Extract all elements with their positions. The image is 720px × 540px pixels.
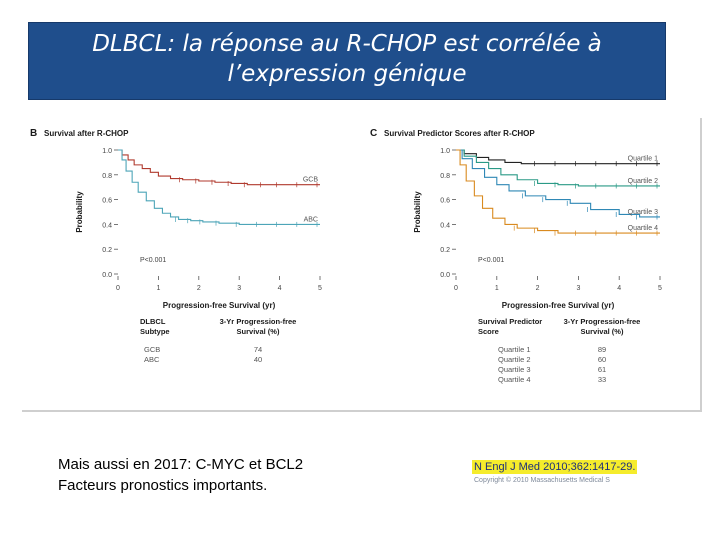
- p1-panel-letter: B: [30, 128, 37, 139]
- p1-ytick-label: 0.6: [102, 198, 112, 205]
- figure-panel: B Survival after R-CHOP Probability 0.0 0.2 0…: [22, 118, 702, 412]
- p1-table-header-col1: Subtype: [140, 327, 170, 336]
- copyright-notice: Copyright © 2010 Massachusetts Medical S: [474, 477, 610, 484]
- p2-xtick-label: 2: [536, 285, 540, 292]
- p1-series-line-1: [118, 149, 320, 186]
- p2-xtick-label: 5: [658, 285, 662, 292]
- p2-series-label-4: Quartile 4: [628, 225, 658, 232]
- p2-xtick-label: 4: [617, 285, 621, 292]
- p1-series-line-2: [118, 149, 320, 225]
- p2-series-line-2: [456, 149, 660, 187]
- p1-table-header-col1: DLBCL: [140, 317, 166, 326]
- p1-xlabel: Progression-free Survival (yr): [163, 301, 276, 310]
- p1-ytick-label: 0.8: [102, 173, 112, 180]
- p2-table-row-value: 60: [598, 355, 606, 364]
- title-line-2: l’expression génique: [227, 61, 467, 87]
- p2-table-header-col2: 3-Yr Progression-free: [564, 317, 641, 326]
- slide-title: DLBCL: la réponse au R-CHOP est corrélée…: [29, 29, 665, 89]
- p1-table-header-col2: 3-Yr Progression-free: [220, 317, 297, 326]
- caption-line-1: Mais aussi en 2017: C-MYC et BCL2: [58, 456, 304, 473]
- p2-table-row-name: Quartile 1: [498, 345, 531, 354]
- p2-ytick-label: 0.0: [440, 272, 450, 279]
- caption: Mais aussi en 2017: C-MYC et BCL2 Facteu…: [58, 454, 303, 496]
- p2-table-row-value: 33: [598, 375, 606, 384]
- p2-xlabel: Progression-free Survival (yr): [502, 301, 615, 310]
- p1-table-row-value: 40: [254, 355, 262, 364]
- citation: N Engl J Med 2010;362:1417-29.: [472, 460, 638, 474]
- p2-xtick-label: 3: [576, 285, 580, 292]
- p1-xtick-label: 3: [237, 285, 241, 292]
- title-banner: DLBCL: la réponse au R-CHOP est corrélée…: [28, 22, 666, 100]
- p2-series-line-4: [456, 149, 660, 234]
- p1-table-row-value: 74: [254, 345, 262, 354]
- p1-ytick-label: 1.0: [102, 148, 112, 155]
- p1-table-row-name: ABC: [144, 355, 160, 364]
- p2-series-label-2: Quartile 2: [628, 178, 658, 185]
- p2-ytick-label: 0.8: [440, 173, 450, 180]
- p1-p-value: P<0.001: [140, 257, 166, 264]
- p2-table-row-name: Quartile 4: [498, 375, 531, 384]
- p1-xtick-label: 2: [197, 285, 201, 292]
- p1-ytick-label: 0.2: [102, 247, 112, 254]
- p2-table-header-col1: Survival Predictor: [478, 317, 542, 326]
- p1-xtick-label: 4: [278, 285, 282, 292]
- p1-table-header-col2: Survival (%): [237, 327, 280, 336]
- p2-table-row-name: Quartile 3: [498, 365, 531, 374]
- p1-table-row-name: GCB: [144, 345, 160, 354]
- p1-ylabel: Probability: [75, 191, 84, 233]
- p2-ytick-label: 0.4: [440, 222, 450, 229]
- title-line-1: DLBCL: la réponse au R-CHOP est corrélée…: [92, 31, 602, 57]
- p1-series-label-2: ABC: [304, 216, 318, 223]
- p2-xtick-label: 1: [495, 285, 499, 292]
- p1-xtick-label: 1: [156, 285, 160, 292]
- p1-chart-title: Survival after R-CHOP: [44, 129, 129, 138]
- p2-ytick-label: 1.0: [440, 148, 450, 155]
- p2-panel-letter: C: [370, 128, 377, 139]
- p1-ytick-label: 0.4: [102, 222, 112, 229]
- p1-ytick-label: 0.0: [102, 272, 112, 279]
- p2-p-value: P<0.001: [478, 257, 504, 264]
- p2-ylabel: Probability: [413, 191, 422, 233]
- p2-series-line-3: [456, 149, 660, 218]
- p2-chart-title: Survival Predictor Scores after R-CHOP: [384, 129, 535, 138]
- survival-figure: B Survival after R-CHOP Probability 0.0 0.2 0…: [30, 128, 662, 384]
- p2-table-row-value: 61: [598, 365, 606, 374]
- p2-ytick-label: 0.2: [440, 247, 450, 254]
- p2-series-label-1: Quartile 1: [628, 156, 658, 163]
- p1-xtick-label: 0: [116, 285, 120, 292]
- caption-line-2: Facteurs pronostics importants.: [58, 477, 268, 494]
- p2-table-header-col1: Score: [478, 327, 499, 336]
- p1-series-label-1: GCB: [303, 177, 319, 184]
- p2-xtick-label: 0: [454, 285, 458, 292]
- p2-table-header-col2: Survival (%): [581, 327, 624, 336]
- p1-xtick-label: 5: [318, 285, 322, 292]
- p2-ytick-label: 0.6: [440, 198, 450, 205]
- p2-series-line-1: [456, 149, 660, 165]
- p2-series-label-3: Quartile 3: [628, 209, 658, 216]
- p2-table-row-value: 89: [598, 345, 606, 354]
- p2-table-row-name: Quartile 2: [498, 355, 531, 364]
